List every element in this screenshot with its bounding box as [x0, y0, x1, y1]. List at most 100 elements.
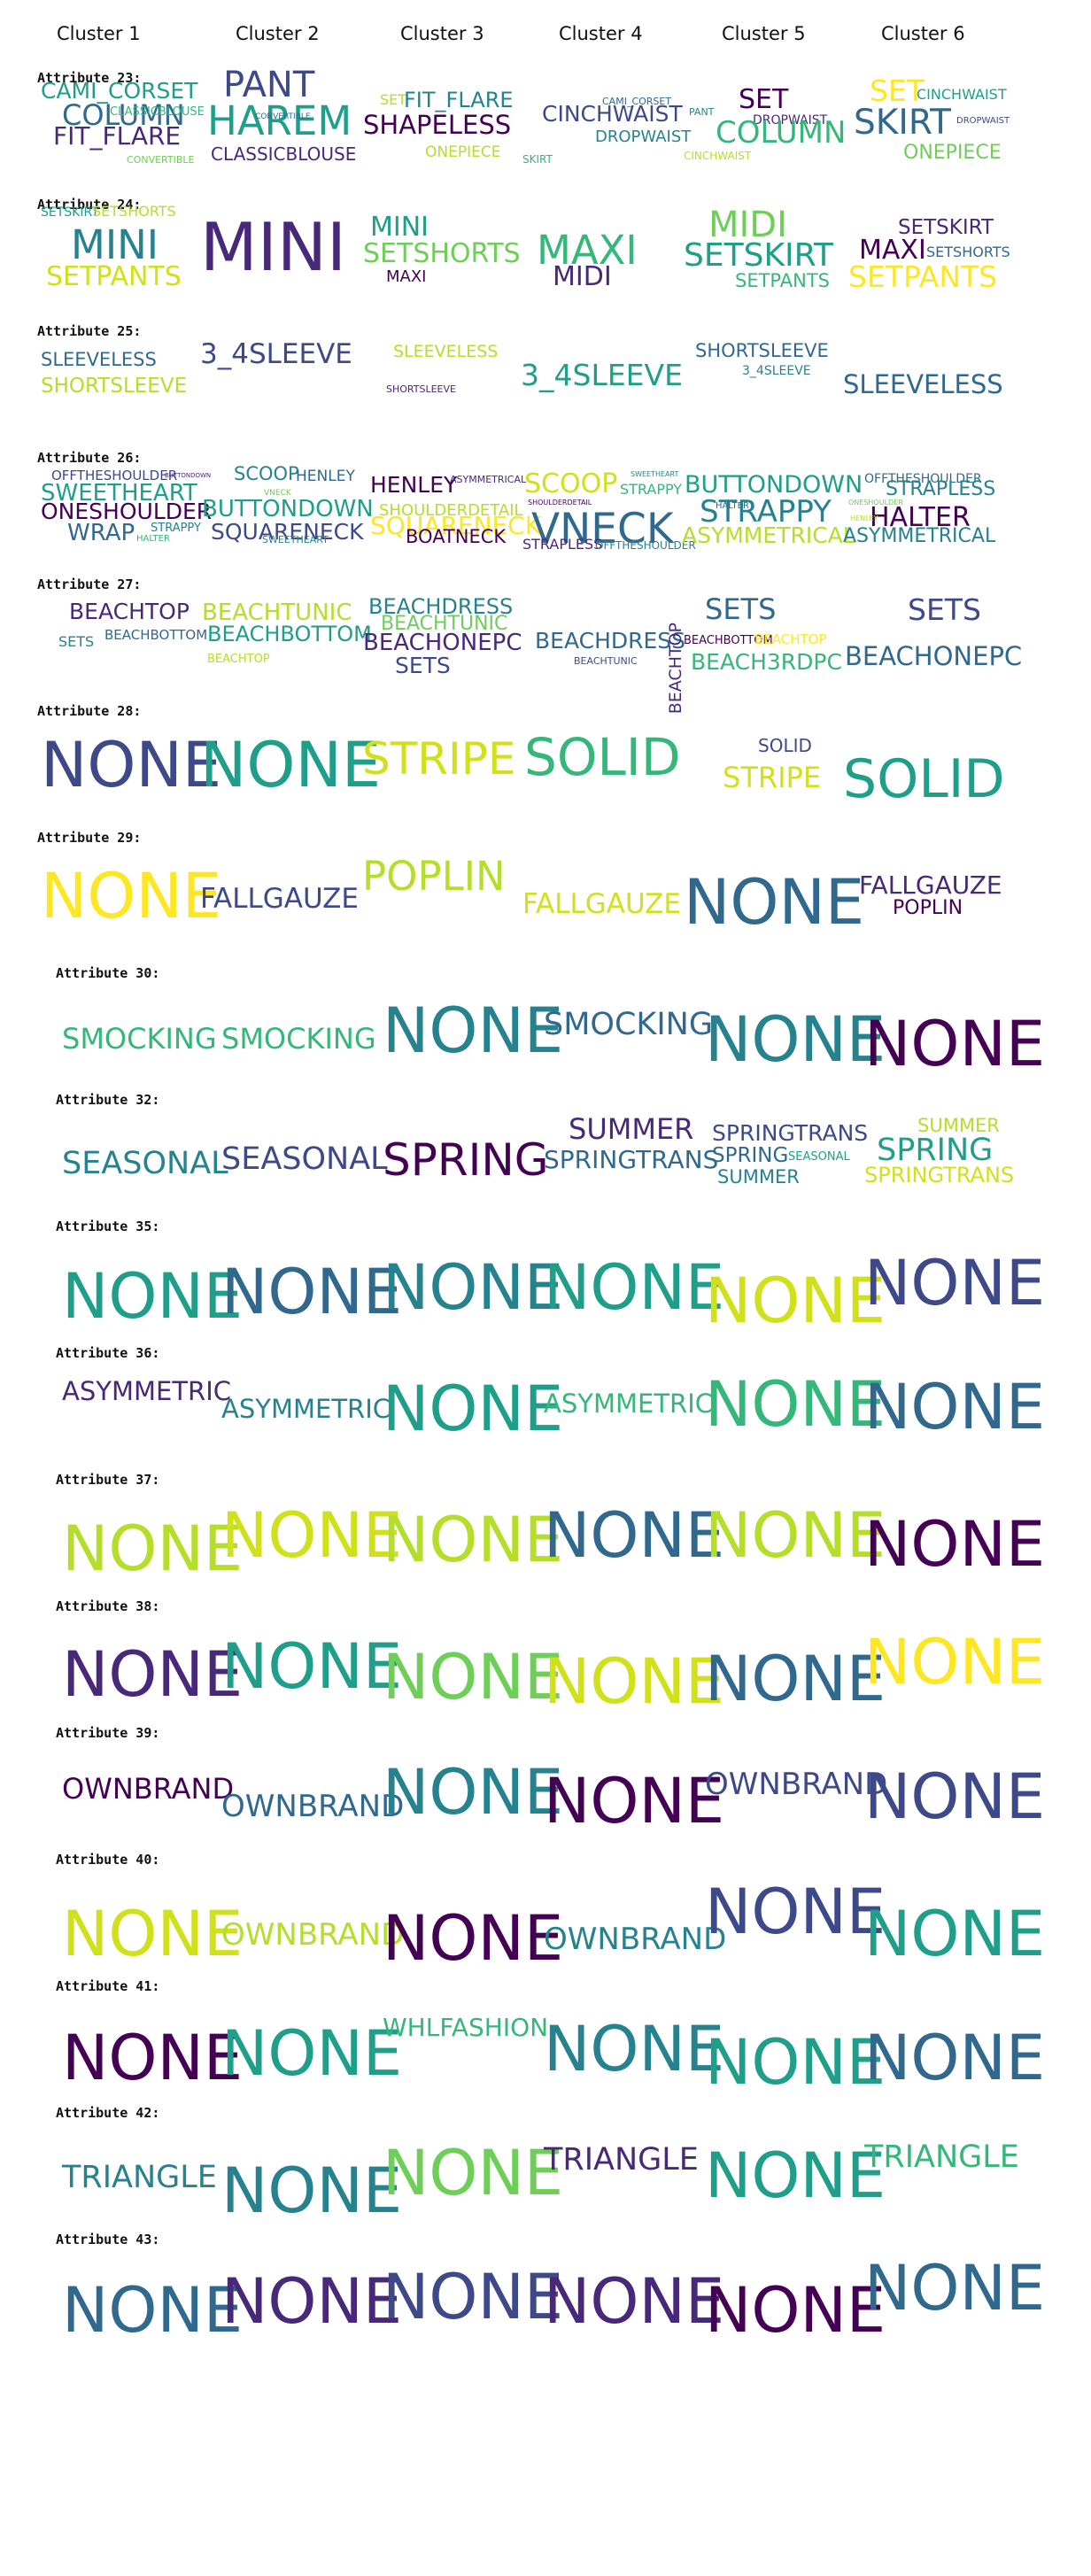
- word-cloud-term: SPRINGTRANS: [544, 1144, 719, 1174]
- word-cloud-term: STRAPPY: [700, 493, 832, 530]
- attribute-label-35: Attribute 35:: [56, 1218, 160, 1234]
- attribute-label-40: Attribute 40:: [56, 1852, 160, 1868]
- word-cloud-term: BUTTONDOWN: [202, 496, 374, 523]
- word-cloud-term: SKIRT: [522, 153, 553, 166]
- word-cloud-term: STRAPLESS: [522, 536, 603, 553]
- word-cloud-term: DROPWAIST: [956, 116, 1010, 126]
- word-cloud-term: MAXI: [386, 267, 427, 286]
- word-cloud-term: NONE: [62, 1898, 244, 1970]
- word-cloud-term: NONE: [221, 2154, 403, 2227]
- word-cloud-term: MINI: [71, 221, 159, 268]
- word-cloud-term: NONE: [62, 1260, 244, 1333]
- word-cloud-term: SOLID: [843, 748, 1005, 810]
- word-cloud-term: NONE: [705, 1368, 886, 1441]
- word-cloud-term: NONE: [62, 2022, 244, 2094]
- word-cloud-term: CLASSICBLOUSE: [211, 143, 357, 165]
- word-cloud-term: NONE: [221, 1499, 403, 1572]
- word-cloud-term: COLUMN: [62, 98, 185, 133]
- word-cloud-term: SUMMER: [917, 1115, 1000, 1137]
- word-cloud-term: CINCHWAIST: [684, 150, 752, 163]
- word-cloud-term: ONEPIECE: [425, 143, 501, 162]
- word-cloud-term: TRIANGLE: [864, 2139, 1019, 2175]
- word-cloud-term: BEACHBOTTOM: [104, 627, 208, 643]
- word-cloud-term: SPRING: [877, 1133, 994, 1168]
- word-cloud-term: BOATNECK: [406, 526, 507, 548]
- word-cloud-term: ASYMMETRIC: [221, 1393, 391, 1424]
- cluster-header-2: Cluster 2: [236, 23, 320, 44]
- word-cloud-term: SLEEVELESS: [843, 368, 1003, 399]
- word-cloud-term: NONE: [864, 2252, 1046, 2325]
- word-cloud-term: NONE: [864, 1760, 1046, 1833]
- word-cloud-term: SPRINGTRANS: [712, 1120, 869, 1146]
- word-cloud-term: NONE: [41, 860, 222, 932]
- word-cloud-term: SETPANTS: [848, 259, 998, 294]
- word-cloud-term: NONE: [383, 1902, 564, 1975]
- attribute-label-39: Attribute 39:: [56, 1725, 160, 1741]
- word-cloud-term: STRIPE: [723, 761, 822, 795]
- word-cloud-term: NONE: [864, 1008, 1046, 1080]
- word-cloud-term: NONE: [221, 2265, 403, 2338]
- word-cloud-term: SETSHORTS: [926, 244, 1010, 261]
- word-cloud-term: SHOULDERDETAIL: [379, 500, 523, 520]
- word-cloud-term: SWEETHEART: [41, 480, 197, 507]
- word-cloud-term: MIDI: [553, 261, 612, 292]
- word-cloud-term: NONE: [41, 729, 222, 801]
- word-cloud-term: NONE: [705, 2139, 886, 2212]
- word-cloud-term: BEACHTOP: [207, 652, 270, 666]
- word-cloud-term: CONVERTIBLE: [127, 154, 195, 166]
- word-cloud-term: NONE: [544, 1765, 725, 1837]
- word-cloud-term: FIT_FLARE: [53, 120, 182, 151]
- word-cloud-term: SHOULDERDETAIL: [528, 498, 592, 507]
- word-cloud-term: SWEETHEART: [262, 534, 329, 546]
- word-cloud-term: BEACHTUNIC: [381, 613, 508, 636]
- word-cloud-term: FALLGAUZE: [859, 870, 1002, 900]
- word-cloud-term: NONE: [62, 1638, 244, 1711]
- word-cloud-term: VNECK: [531, 505, 674, 554]
- word-cloud-term: BEACHTUNIC: [202, 600, 352, 627]
- word-cloud-term: BEACHDRESS: [535, 628, 686, 654]
- cluster-header-5: Cluster 5: [722, 23, 806, 44]
- word-cloud-term: COLUMN: [716, 114, 847, 151]
- word-cloud-term: NONE: [383, 1756, 564, 1829]
- word-cloud-term: SET: [739, 84, 789, 115]
- word-cloud-term: NONE: [705, 2026, 886, 2099]
- word-cloud-term: ONESHOULDER: [848, 498, 903, 507]
- word-cloud-term: NONE: [705, 2274, 886, 2347]
- word-cloud-term: SET: [380, 91, 407, 109]
- word-cloud-term: NONE: [705, 1265, 886, 1337]
- attribute-label-29: Attribute 29:: [37, 830, 142, 846]
- word-cloud-term: SETPANTS: [46, 261, 182, 292]
- word-cloud-term: PANT: [689, 106, 715, 119]
- word-cloud-term: HAREM: [207, 97, 352, 144]
- word-cloud-term: BEACHBOTTOM: [684, 633, 773, 647]
- word-cloud-term: BEACHONEPC: [363, 630, 522, 657]
- word-cloud-term: TRIANGLE: [62, 2160, 217, 2195]
- word-cloud-term: SCOOP: [234, 463, 299, 485]
- word-cloud-term: MINI: [370, 212, 429, 243]
- word-cloud-term: BEACHTUNIC: [574, 655, 638, 668]
- word-cloud-term: NONE: [62, 1512, 244, 1585]
- cluster-header-6: Cluster 6: [881, 23, 965, 44]
- word-cloud-term: OWNBRAND: [221, 1916, 405, 1953]
- attribute-label-26: Attribute 26:: [37, 450, 142, 466]
- attribute-label-37: Attribute 37:: [56, 1472, 160, 1488]
- word-cloud-term: WHLFASHION: [383, 2012, 549, 2042]
- word-cloud-term: BEACHTOP: [666, 623, 685, 715]
- word-cloud-term: SHORTSLEEVE: [41, 374, 188, 398]
- word-cloud-term: CAMI_CORSET: [602, 96, 672, 108]
- word-cloud-term: SETSHORTS: [363, 238, 521, 269]
- word-cloud-term: ASYMMETRICAL: [843, 525, 996, 548]
- word-cloud-term: SWEETHEART: [631, 469, 679, 478]
- word-cloud-term: SUMMER: [569, 1112, 694, 1147]
- word-cloud-term: ONESHOULDER: [41, 499, 213, 524]
- attribute-label-43: Attribute 43:: [56, 2232, 160, 2247]
- word-cloud-term: SETS: [395, 653, 451, 678]
- word-cloud-term: SHAPELESS: [363, 109, 512, 140]
- word-cloud-term: ONEPIECE: [903, 142, 1002, 165]
- word-cloud-term: ASYMMETRIC: [544, 1388, 713, 1419]
- word-cloud-term: MAXI: [537, 227, 638, 274]
- word-cloud-term: OWNBRAND: [544, 1921, 727, 1957]
- word-cloud-term: SOLID: [758, 735, 812, 756]
- word-cloud-term: SLEEVELESS: [393, 341, 499, 361]
- attribute-label-28: Attribute 28:: [37, 703, 142, 719]
